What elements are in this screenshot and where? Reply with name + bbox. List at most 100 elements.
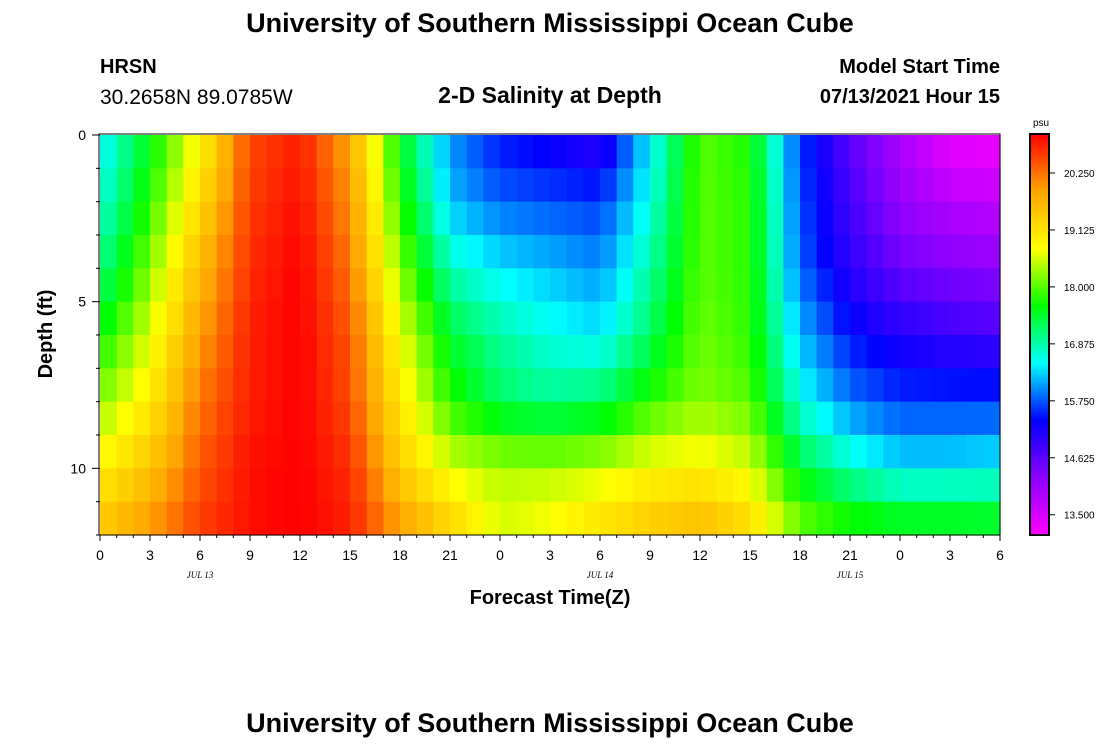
heatmap-cell	[900, 401, 918, 436]
heatmap-cell	[883, 135, 901, 169]
heatmap-cell	[316, 468, 334, 503]
heatmap-cell	[383, 335, 401, 369]
heatmap-cell	[300, 501, 318, 536]
heatmap-cell	[283, 235, 301, 269]
x-tick-label: 9	[646, 547, 654, 563]
heatmap-cell	[216, 335, 234, 369]
heatmap-cell	[116, 368, 134, 403]
heatmap-cell	[750, 235, 768, 269]
heatmap-cell	[266, 368, 284, 403]
page-title: University of Southern Mississippi Ocean…	[246, 8, 854, 38]
heatmap-cell	[650, 135, 668, 169]
heatmap-cell	[166, 335, 184, 369]
heatmap-cell	[416, 501, 434, 536]
heatmap-cell	[400, 401, 418, 436]
heatmap-cell	[483, 468, 501, 503]
heatmap-cell	[383, 468, 401, 503]
heatmap-cell	[183, 201, 201, 236]
heatmap-cell	[183, 301, 201, 336]
heatmap-cell	[466, 168, 484, 203]
heatmap-cell	[166, 168, 184, 203]
heatmap-cell	[500, 435, 518, 469]
heatmap-cell	[883, 468, 901, 503]
heatmap-cell	[816, 268, 834, 303]
heatmap-cell	[200, 201, 218, 236]
heatmap-cell	[366, 268, 384, 303]
heatmap-cell	[600, 468, 618, 503]
heatmap-cell	[700, 201, 718, 236]
heatmap-cell	[816, 335, 834, 369]
heatmap-cell	[750, 501, 768, 536]
heatmap-cell	[733, 468, 751, 503]
heatmap-cell	[800, 301, 818, 336]
heatmap-cell	[233, 235, 251, 269]
heatmap-cell	[566, 301, 584, 336]
heatmap-cell	[950, 501, 968, 536]
heatmap-cell	[750, 335, 768, 369]
heatmap-cell	[666, 268, 684, 303]
heatmap-cell	[733, 201, 751, 236]
x-tick-label: 9	[246, 547, 254, 563]
heatmap-cell	[333, 168, 351, 203]
heatmap-cell	[400, 268, 418, 303]
heatmap-cell	[466, 301, 484, 336]
heatmap-cell	[466, 201, 484, 236]
heatmap-cell	[966, 235, 984, 269]
heatmap-cell	[300, 268, 318, 303]
heatmap-cell	[366, 468, 384, 503]
heatmap-cell	[933, 335, 951, 369]
heatmap-cell	[150, 368, 168, 403]
heatmap-cell	[766, 268, 784, 303]
heatmap-cell	[100, 468, 118, 503]
heatmap-cell	[716, 168, 734, 203]
heatmap-cell	[916, 401, 934, 436]
heatmap-cell	[133, 368, 151, 403]
heatmap-cell	[850, 235, 868, 269]
heatmap-cell	[166, 201, 184, 236]
heatmap-cell	[883, 201, 901, 236]
heatmap-cell	[683, 401, 701, 436]
model-start-label: Model Start Time	[839, 56, 1000, 78]
heatmap-cell	[200, 235, 218, 269]
heatmap-cell	[616, 435, 634, 469]
x-tick-label: 6	[996, 547, 1004, 563]
heatmap-cell	[300, 435, 318, 469]
heatmap-cell	[366, 401, 384, 436]
heatmap-cell	[583, 401, 601, 436]
heatmap-cell	[800, 401, 818, 436]
heatmap-cell	[800, 268, 818, 303]
heatmap-cell	[783, 201, 801, 236]
heatmap-cell	[316, 501, 334, 536]
heatmap-cell	[966, 335, 984, 369]
heatmap-cell	[383, 401, 401, 436]
heatmap-cell	[383, 201, 401, 236]
heatmap-cell	[416, 435, 434, 469]
heatmap-cell	[433, 468, 451, 503]
heatmap-cell	[616, 335, 634, 369]
heatmap-cell	[333, 235, 351, 269]
heatmap-cell	[733, 501, 751, 536]
heatmap-cell	[583, 301, 601, 336]
heatmap-cell	[916, 301, 934, 336]
heatmap-cell	[750, 268, 768, 303]
heatmap-cell	[266, 335, 284, 369]
heatmap-cell	[383, 368, 401, 403]
heatmap-cell	[283, 468, 301, 503]
heatmap-cell	[500, 235, 518, 269]
heatmap-cell	[316, 335, 334, 369]
heatmap-cell	[333, 201, 351, 236]
heatmap-cell	[950, 135, 968, 169]
heatmap-cell	[133, 401, 151, 436]
heatmap-cell	[550, 135, 568, 169]
heatmap-cell	[650, 368, 668, 403]
heatmap-cell	[433, 168, 451, 203]
heatmap-cell	[750, 135, 768, 169]
x-tick-label: 18	[792, 547, 808, 563]
heatmap-cell	[600, 168, 618, 203]
heatmap-cell	[483, 135, 501, 169]
heatmap-cell	[900, 435, 918, 469]
heatmap-cell	[616, 135, 634, 169]
heatmap-cell	[150, 468, 168, 503]
heatmap-cell	[366, 135, 384, 169]
x-tick-label: 3	[946, 547, 954, 563]
